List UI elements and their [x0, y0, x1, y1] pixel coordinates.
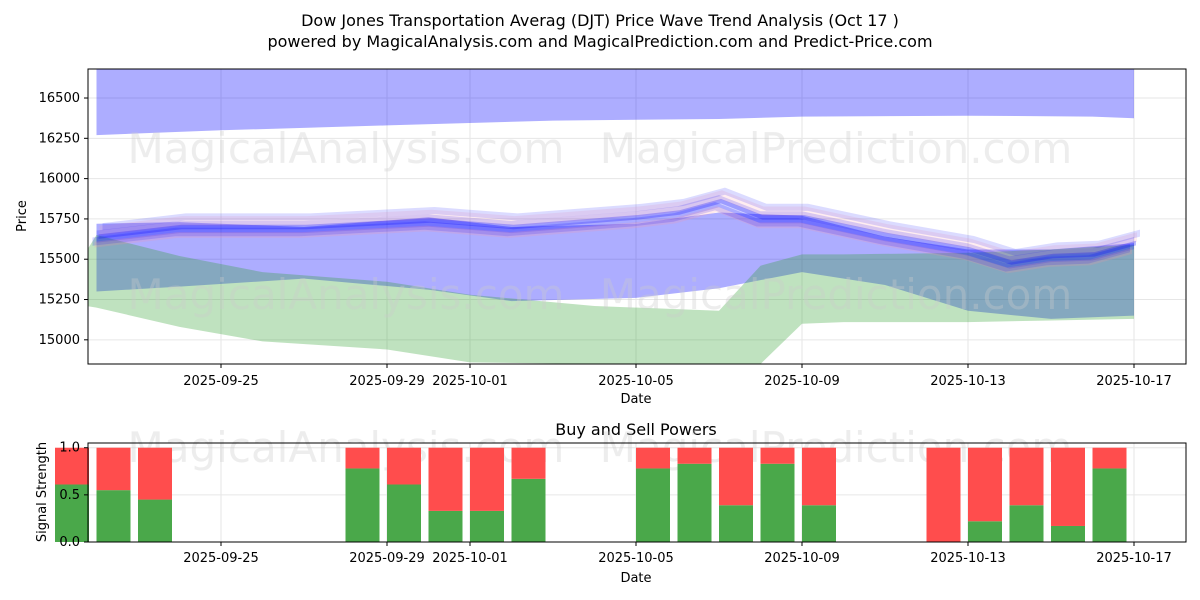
price-bands — [88, 69, 1140, 364]
price-trend-ribbon — [92, 202, 1130, 272]
watermark-prediction: MagicalPrediction.com — [600, 124, 1073, 173]
price-y-tick-label: 15500 — [39, 252, 80, 267]
buy-power-bar — [1051, 525, 1085, 542]
price-x-tick-label: 2025-09-29 — [349, 374, 425, 389]
powers-bars — [55, 447, 1127, 542]
powers-x-tick-label: 2025-10-05 — [598, 551, 674, 566]
powers-y-tick-label: 0.0 — [59, 535, 80, 550]
price-y-tick-label: 16500 — [39, 91, 80, 106]
price-x-tick-label: 2025-10-13 — [930, 374, 1006, 389]
price-axis-ticks: 15000 15250 15500 15750 16000 16250 16500 2025-… — [39, 91, 1172, 389]
buy-power-bar — [428, 510, 463, 542]
price-trend-ribbon — [99, 190, 1137, 262]
sell-power-bar — [1051, 447, 1085, 526]
sell-power-bar — [138, 447, 172, 500]
buy-power-bar — [511, 478, 546, 542]
price-bands-clipped — [88, 69, 1140, 364]
price-y-tick-label: 15250 — [39, 293, 80, 308]
chart-subtitle: powered by MagicalAnalysis.com and Magic… — [267, 32, 932, 51]
price-y-tick-label: 15000 — [39, 333, 80, 348]
buy-power-bar — [55, 484, 89, 542]
price-plot-area — [88, 69, 1186, 364]
price-x-tick-label: 2025-10-09 — [764, 374, 840, 389]
sell-power-bar — [511, 447, 546, 479]
upper-wave-band — [96, 69, 1134, 136]
price-axes-frame — [87, 68, 1187, 365]
price-y-label: Price — [15, 200, 30, 232]
sell-power-bar — [387, 447, 421, 485]
price-x-tick-label: 2025-10-01 — [432, 374, 508, 389]
sell-power-bar — [719, 447, 753, 506]
buy-power-bar — [802, 505, 836, 542]
powers-x-tick-label: 2025-10-13 — [930, 551, 1006, 566]
buy-power-bar — [1092, 468, 1127, 542]
buy-power-bar — [677, 463, 712, 542]
powers-y-label: Signal Strength — [35, 442, 50, 542]
buy-power-bar — [760, 463, 795, 542]
sell-power-bar — [1009, 447, 1044, 506]
watermark-prediction: MagicalPrediction.com — [600, 270, 1073, 319]
price-trend-ribbon — [98, 198, 1136, 265]
price-x-label: Date — [620, 392, 651, 407]
mid-wave-band — [96, 212, 1134, 319]
powers-x-tick-label: 2025-09-29 — [349, 551, 425, 566]
buy-power-bar — [968, 521, 1002, 542]
buy-power-bar — [719, 505, 753, 542]
sell-power-bar — [96, 447, 131, 491]
powers-title: Buy and Sell Powers — [555, 420, 717, 439]
buy-power-bar — [1009, 505, 1044, 542]
powers-axis-ticks: 0.0 0.5 1.0 2025-09-25 2025-09-29 2025-10-01 2… — [59, 441, 1171, 566]
powers-x-tick-label: 2025-10-17 — [1096, 551, 1172, 566]
sell-power-bar — [926, 447, 961, 542]
price-y-tick-label: 16250 — [39, 131, 80, 146]
buy-power-bar — [636, 468, 670, 542]
sell-power-bar — [677, 447, 712, 464]
sell-power-bar — [428, 447, 463, 511]
sell-power-bar — [55, 447, 89, 485]
sell-power-bar — [636, 447, 670, 469]
chart-title: Dow Jones Transportation Averag (DJT) Pr… — [301, 11, 899, 30]
powers-panel: Buy and Sell Powers MagicalAnalysis.com … — [35, 420, 1187, 586]
buy-power-bar — [345, 468, 380, 542]
sell-power-bar — [760, 447, 795, 464]
buy-power-bar — [387, 484, 421, 542]
sell-power-bar — [802, 447, 836, 506]
powers-axes-frame — [87, 442, 1187, 543]
buy-power-bar — [138, 499, 172, 542]
price-y-tick-label: 16000 — [39, 172, 80, 187]
sell-power-bar — [968, 447, 1002, 522]
powers-x-tick-label: 2025-09-25 — [183, 551, 259, 566]
watermark-analysis: MagicalAnalysis.com — [128, 270, 565, 319]
price-trend-ribbon — [102, 187, 1140, 256]
price-x-tick-label: 2025-10-05 — [598, 374, 674, 389]
powers-x-tick-label: 2025-10-01 — [432, 551, 508, 566]
price-x-tick-label: 2025-09-25 — [183, 374, 259, 389]
price-grid — [88, 69, 1186, 364]
buy-power-bar — [96, 490, 131, 542]
sell-power-bar — [470, 447, 504, 511]
price-trend-ribbon — [96, 195, 1134, 269]
price-y-tick-label: 15750 — [39, 212, 80, 227]
watermark-analysis: MagicalAnalysis.com — [128, 124, 565, 173]
buy-power-bar — [470, 510, 504, 542]
powers-x-label: Date — [620, 571, 651, 586]
powers-y-tick-label: 0.5 — [59, 488, 80, 503]
price-panel: MagicalAnalysis.com MagicalPrediction.co… — [15, 68, 1187, 407]
powers-y-tick-label: 1.0 — [59, 441, 80, 456]
price-trend-ribbon — [94, 206, 1132, 274]
sell-power-bar — [1092, 447, 1127, 469]
sell-power-bar — [345, 447, 380, 469]
price-x-tick-label: 2025-10-17 — [1096, 374, 1172, 389]
lower-wave-band — [88, 235, 1134, 364]
powers-x-tick-label: 2025-10-09 — [764, 551, 840, 566]
